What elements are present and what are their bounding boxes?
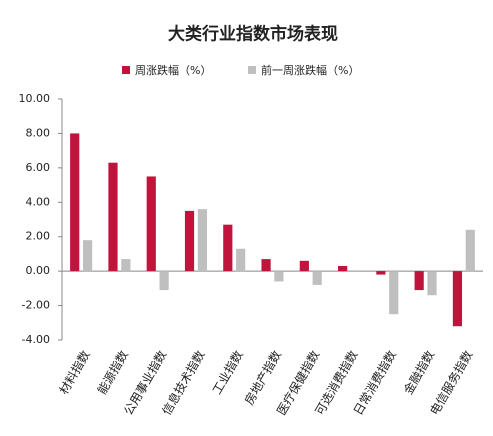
bar <box>236 248 246 272</box>
x-tick-label: 金融指数 <box>400 348 437 397</box>
bar <box>274 271 284 282</box>
bar <box>82 240 93 272</box>
legend-label: 周涨跌幅（%） <box>135 63 211 77</box>
bar <box>184 210 195 272</box>
y-tick-label: -2.00 <box>22 299 50 312</box>
bar <box>121 259 131 272</box>
bar <box>338 265 348 272</box>
legend-swatch <box>248 66 256 74</box>
bar <box>312 271 322 285</box>
bar <box>452 271 463 327</box>
chart-title: 大类行业指数市场表现 <box>168 24 338 45</box>
y-tick-label: 2.00 <box>26 230 51 243</box>
bar <box>70 133 80 272</box>
bar <box>376 271 386 275</box>
legend-label: 前一周涨跌幅（%） <box>261 63 359 77</box>
bar <box>350 271 361 273</box>
bar <box>414 271 424 291</box>
y-tick-label: 0.00 <box>26 264 51 277</box>
bar <box>261 259 271 272</box>
bar <box>465 229 475 272</box>
bar <box>223 224 233 272</box>
y-tick-label: -4.00 <box>22 333 50 346</box>
bar <box>146 176 156 272</box>
y-tick-label: 4.00 <box>26 195 51 208</box>
bar <box>108 162 118 272</box>
bar <box>389 271 399 315</box>
x-tick-label: 房地产指数 <box>241 348 284 407</box>
bar <box>299 260 309 272</box>
x-tick-label: 工业指数 <box>209 348 246 397</box>
bar <box>427 271 437 296</box>
bar <box>159 271 169 291</box>
x-tick-label: 材料指数 <box>56 348 93 397</box>
x-tick-label: 能源指数 <box>94 348 131 397</box>
legend-swatch <box>122 66 130 74</box>
y-tick-label: 8.00 <box>26 126 51 139</box>
y-tick-label: 10.00 <box>19 92 51 105</box>
bar <box>197 209 207 272</box>
y-tick-label: 6.00 <box>26 161 51 174</box>
